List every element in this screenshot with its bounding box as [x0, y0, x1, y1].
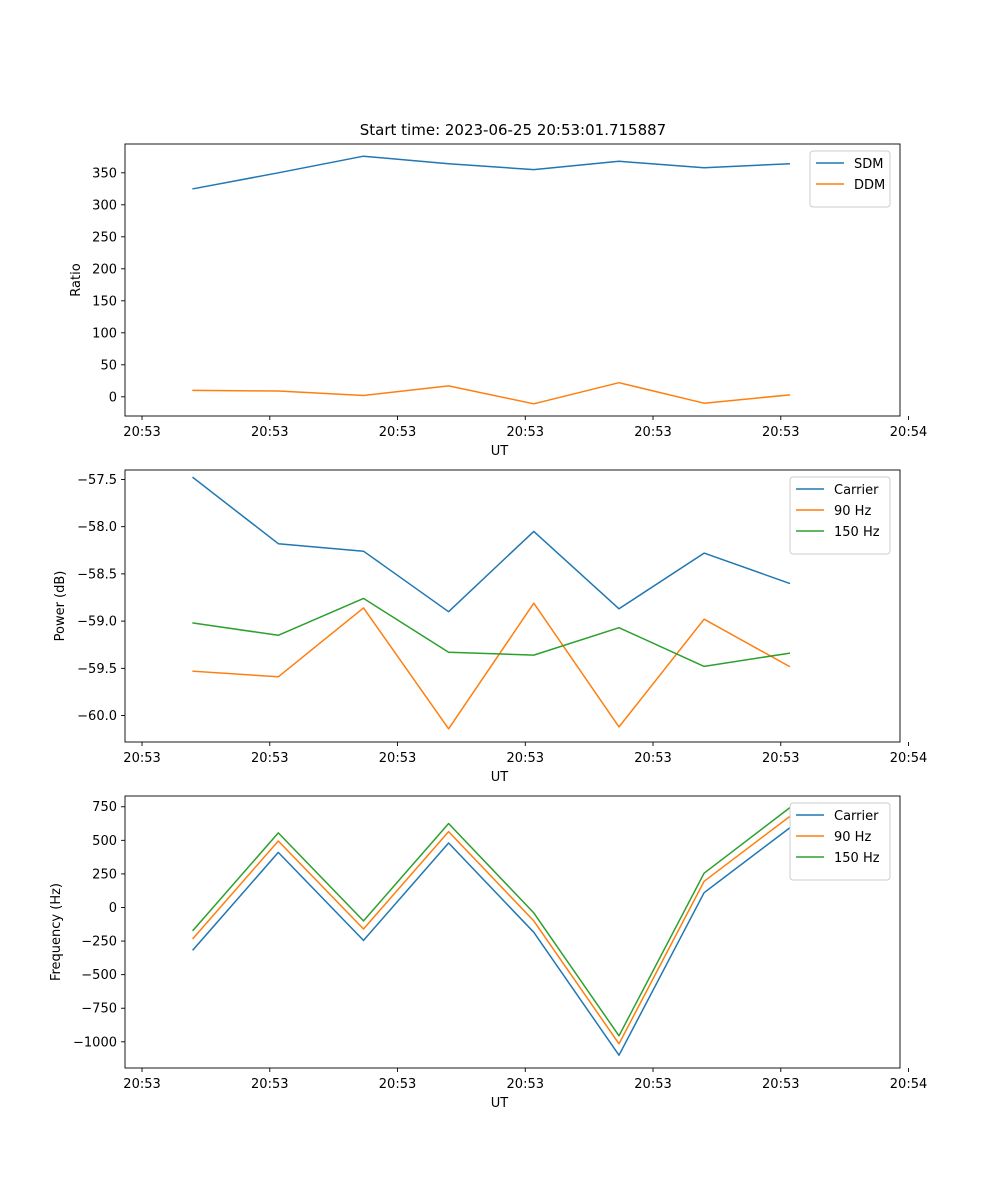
series-line-90-hz: [192, 602, 791, 730]
x-tick-label: 20:53: [123, 425, 160, 440]
x-tick-label: 20:53: [379, 751, 416, 766]
y-axis-label: Ratio: [69, 263, 84, 296]
legend-label: 90 Hz: [834, 830, 871, 845]
y-tick-label: 750: [92, 800, 117, 815]
legend-label: DDM: [854, 178, 885, 193]
x-tick-label: 20:53: [762, 751, 799, 766]
legend-label: 150 Hz: [834, 851, 880, 866]
chart-panel-3: 20:53 20:53 20:53 20:53 20:53 20:53 20:54 −1000…: [49, 795, 927, 1111]
x-tick-label: 20:53: [123, 751, 160, 766]
x-tick-label: 20:53: [634, 751, 671, 766]
y-tick-label: 50: [100, 358, 117, 373]
x-tick-label: 20:53: [634, 1077, 671, 1092]
legend-box: [789, 802, 891, 881]
legend-label: SDM: [854, 157, 883, 172]
series-line-carrier: [192, 476, 791, 613]
y-tick-label: −1000: [73, 1035, 117, 1050]
y-tick-label: −59.0: [77, 615, 117, 630]
x-tick-label: 20:54: [890, 751, 927, 766]
series-line-150-hz: [192, 807, 791, 1037]
y-tick-label: 200: [92, 262, 117, 277]
x-axis-label: UT: [491, 770, 509, 785]
y-tick-label: −58.0: [77, 520, 117, 535]
y-tick-label: 350: [92, 166, 117, 181]
y-tick-label: −58.5: [77, 567, 117, 582]
axes-frame: [124, 143, 901, 417]
x-tick-label: 20:53: [251, 425, 288, 440]
series-line-carrier: [192, 827, 791, 1056]
y-tick-label: −500: [81, 968, 117, 983]
series-line-150-hz: [192, 597, 791, 668]
axes-frame: [124, 795, 901, 1069]
series-line-90-hz: [192, 815, 791, 1045]
x-tick-label: 20:53: [507, 751, 544, 766]
legend: SDM DDM: [809, 150, 891, 208]
y-axis-label: Frequency (Hz): [49, 883, 64, 981]
legend-label: Carrier: [834, 483, 879, 498]
y-tick-label: −57.5: [77, 473, 117, 488]
figure-title: Start time: 2023-06-25 20:53:01.715887: [360, 121, 666, 139]
x-tick-label: 20:53: [762, 1077, 799, 1092]
legend: Carrier 90 Hz 150 Hz: [789, 802, 891, 881]
legend-label: 90 Hz: [834, 504, 871, 519]
y-tick-label: 500: [92, 834, 117, 849]
x-axis-label: UT: [491, 444, 509, 459]
y-tick-label: 300: [92, 198, 117, 213]
x-tick-label: 20:53: [762, 425, 799, 440]
x-tick-label: 20:53: [251, 1077, 288, 1092]
x-tick-label: 20:53: [251, 751, 288, 766]
x-tick-label: 20:53: [379, 1077, 416, 1092]
chart-panel-2: 20:53 20:53 20:53 20:53 20:53 20:53 20:54 −60.0…: [53, 469, 927, 785]
series-line-ddm: [192, 381, 791, 405]
x-tick-label: 20:53: [507, 1077, 544, 1092]
x-tick-label: 20:53: [379, 425, 416, 440]
y-tick-label: 250: [92, 867, 117, 882]
y-tick-label: 150: [92, 294, 117, 309]
x-tick-label: 20:54: [890, 1077, 927, 1092]
chart-panel-1: 20:53 20:53 20:53 20:53 20:53 20:53 20:54 0 50 10…: [69, 143, 927, 459]
y-tick-label: 250: [92, 230, 117, 245]
y-tick-label: 0: [109, 901, 117, 916]
y-tick-label: −250: [81, 935, 117, 950]
axes-frame: [124, 469, 901, 743]
y-tick-label: −59.5: [77, 662, 117, 677]
y-tick-label: 100: [92, 326, 117, 341]
x-tick-label: 20:53: [123, 1077, 160, 1092]
series-line-sdm: [192, 155, 791, 190]
x-axis-label: UT: [491, 1096, 509, 1111]
y-axis-label: Power (dB): [53, 571, 68, 642]
x-tick-label: 20:53: [634, 425, 671, 440]
legend: Carrier 90 Hz 150 Hz: [789, 476, 891, 555]
legend-box: [809, 150, 891, 208]
y-tick-label: −750: [81, 1002, 117, 1017]
x-tick-label: 20:53: [507, 425, 544, 440]
legend-label: Carrier: [834, 809, 879, 824]
legend-label: 150 Hz: [834, 525, 880, 540]
legend-box: [789, 476, 891, 555]
x-tick-label: 20:54: [890, 425, 927, 440]
y-tick-label: 0: [109, 390, 117, 405]
y-tick-label: −60.0: [77, 709, 117, 724]
